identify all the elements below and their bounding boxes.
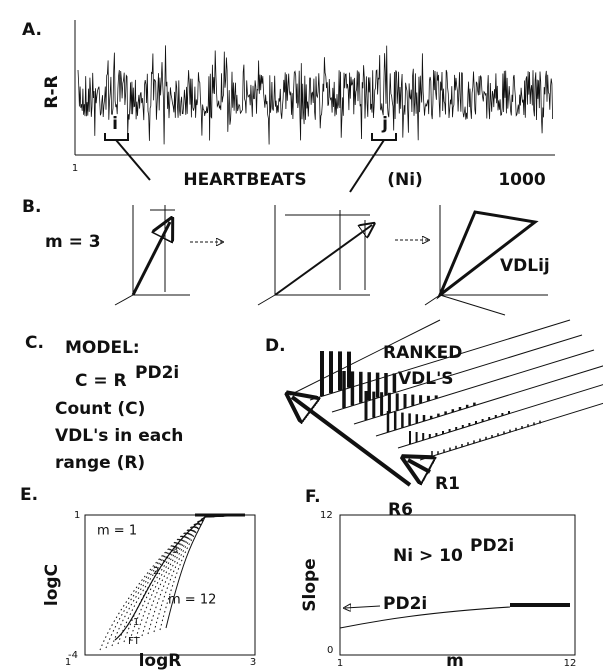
curve-label: PD2i (383, 594, 427, 614)
tick-label: 1 (72, 163, 78, 174)
plot-frame (339, 514, 576, 656)
panel-label: F. (305, 487, 321, 507)
description: VDL's in each (55, 426, 183, 446)
title: VDL'S (398, 369, 454, 389)
tick-label: 12 (320, 510, 333, 521)
curve-label: 2 (153, 566, 159, 577)
curve-label: 1 (133, 617, 139, 628)
panel-label: E. (20, 485, 38, 505)
m-label: m = 3 (45, 232, 101, 252)
correlation-curve (99, 514, 246, 651)
bracket (104, 133, 397, 141)
marker: j (381, 114, 388, 134)
tick-label: 12 (564, 658, 577, 669)
signal-trace (77, 45, 553, 145)
axis-label: logR (139, 651, 182, 671)
panel-label: C. (25, 333, 44, 353)
connector (115, 139, 151, 181)
curve-label: FT (128, 636, 141, 647)
formula: C = R (75, 371, 127, 391)
axis-label: m (446, 651, 464, 671)
arrow (345, 606, 381, 608)
curves (99, 513, 246, 651)
tick-label: 1000 (498, 170, 545, 190)
slope-curve (339, 606, 511, 629)
vector-label: VDLij (500, 256, 550, 276)
tick-label: 0 (327, 645, 333, 656)
panel-label: A. (22, 20, 42, 40)
curve-label: 3 (172, 545, 178, 556)
range-plane (375, 365, 603, 437)
m-label: m = 1 (97, 524, 137, 539)
formula-exponent: PD2i (135, 363, 179, 383)
formula: Ni > 10 (393, 546, 463, 566)
correlation-curve (123, 514, 246, 643)
range-label: R1 (435, 474, 460, 494)
axis-label: Slope (300, 558, 320, 611)
arrow (408, 460, 430, 472)
axis-label: HEARTBEATS (183, 170, 306, 190)
panel-label: B. (22, 197, 41, 217)
plot-frame (84, 514, 256, 656)
tick-label: 1 (65, 657, 71, 668)
panel-label: D. (265, 336, 286, 356)
arrow (292, 397, 412, 487)
tick-label: 3 (250, 657, 256, 668)
correlation-curve (141, 514, 246, 637)
correlation-curve (159, 514, 246, 631)
marker: i (112, 114, 118, 134)
range-plane (419, 402, 603, 461)
m-label: m = 12 (168, 593, 216, 608)
formula-exponent: PD2i (470, 536, 514, 556)
vector-diagram (114, 205, 548, 316)
correlation-curve (117, 514, 246, 645)
model: MODEL: (65, 338, 140, 358)
description: range (R) (55, 453, 145, 473)
tick-label: -4 (68, 650, 78, 661)
range-plane (353, 349, 595, 425)
axis-label: R-R (42, 75, 62, 108)
correlation-curve (111, 514, 246, 647)
correlation-curve (105, 514, 246, 649)
axis-unit: (Ni) (387, 170, 423, 190)
tick-label: 1 (337, 658, 343, 669)
correlation-curve (147, 514, 246, 635)
axis-label: logC (42, 564, 62, 606)
ranked-plot (289, 319, 603, 461)
tick-label: 1 (74, 510, 80, 521)
range-plane (397, 384, 603, 449)
description: Count (C) (55, 399, 145, 419)
rr-signal (77, 45, 553, 145)
correlation-curve (114, 514, 246, 641)
correlation-curve (153, 514, 246, 633)
correlation-curve (165, 514, 246, 629)
range-label: R6 (388, 500, 413, 520)
title: RANKED (383, 343, 462, 363)
axis (289, 319, 441, 396)
connector (349, 139, 385, 193)
